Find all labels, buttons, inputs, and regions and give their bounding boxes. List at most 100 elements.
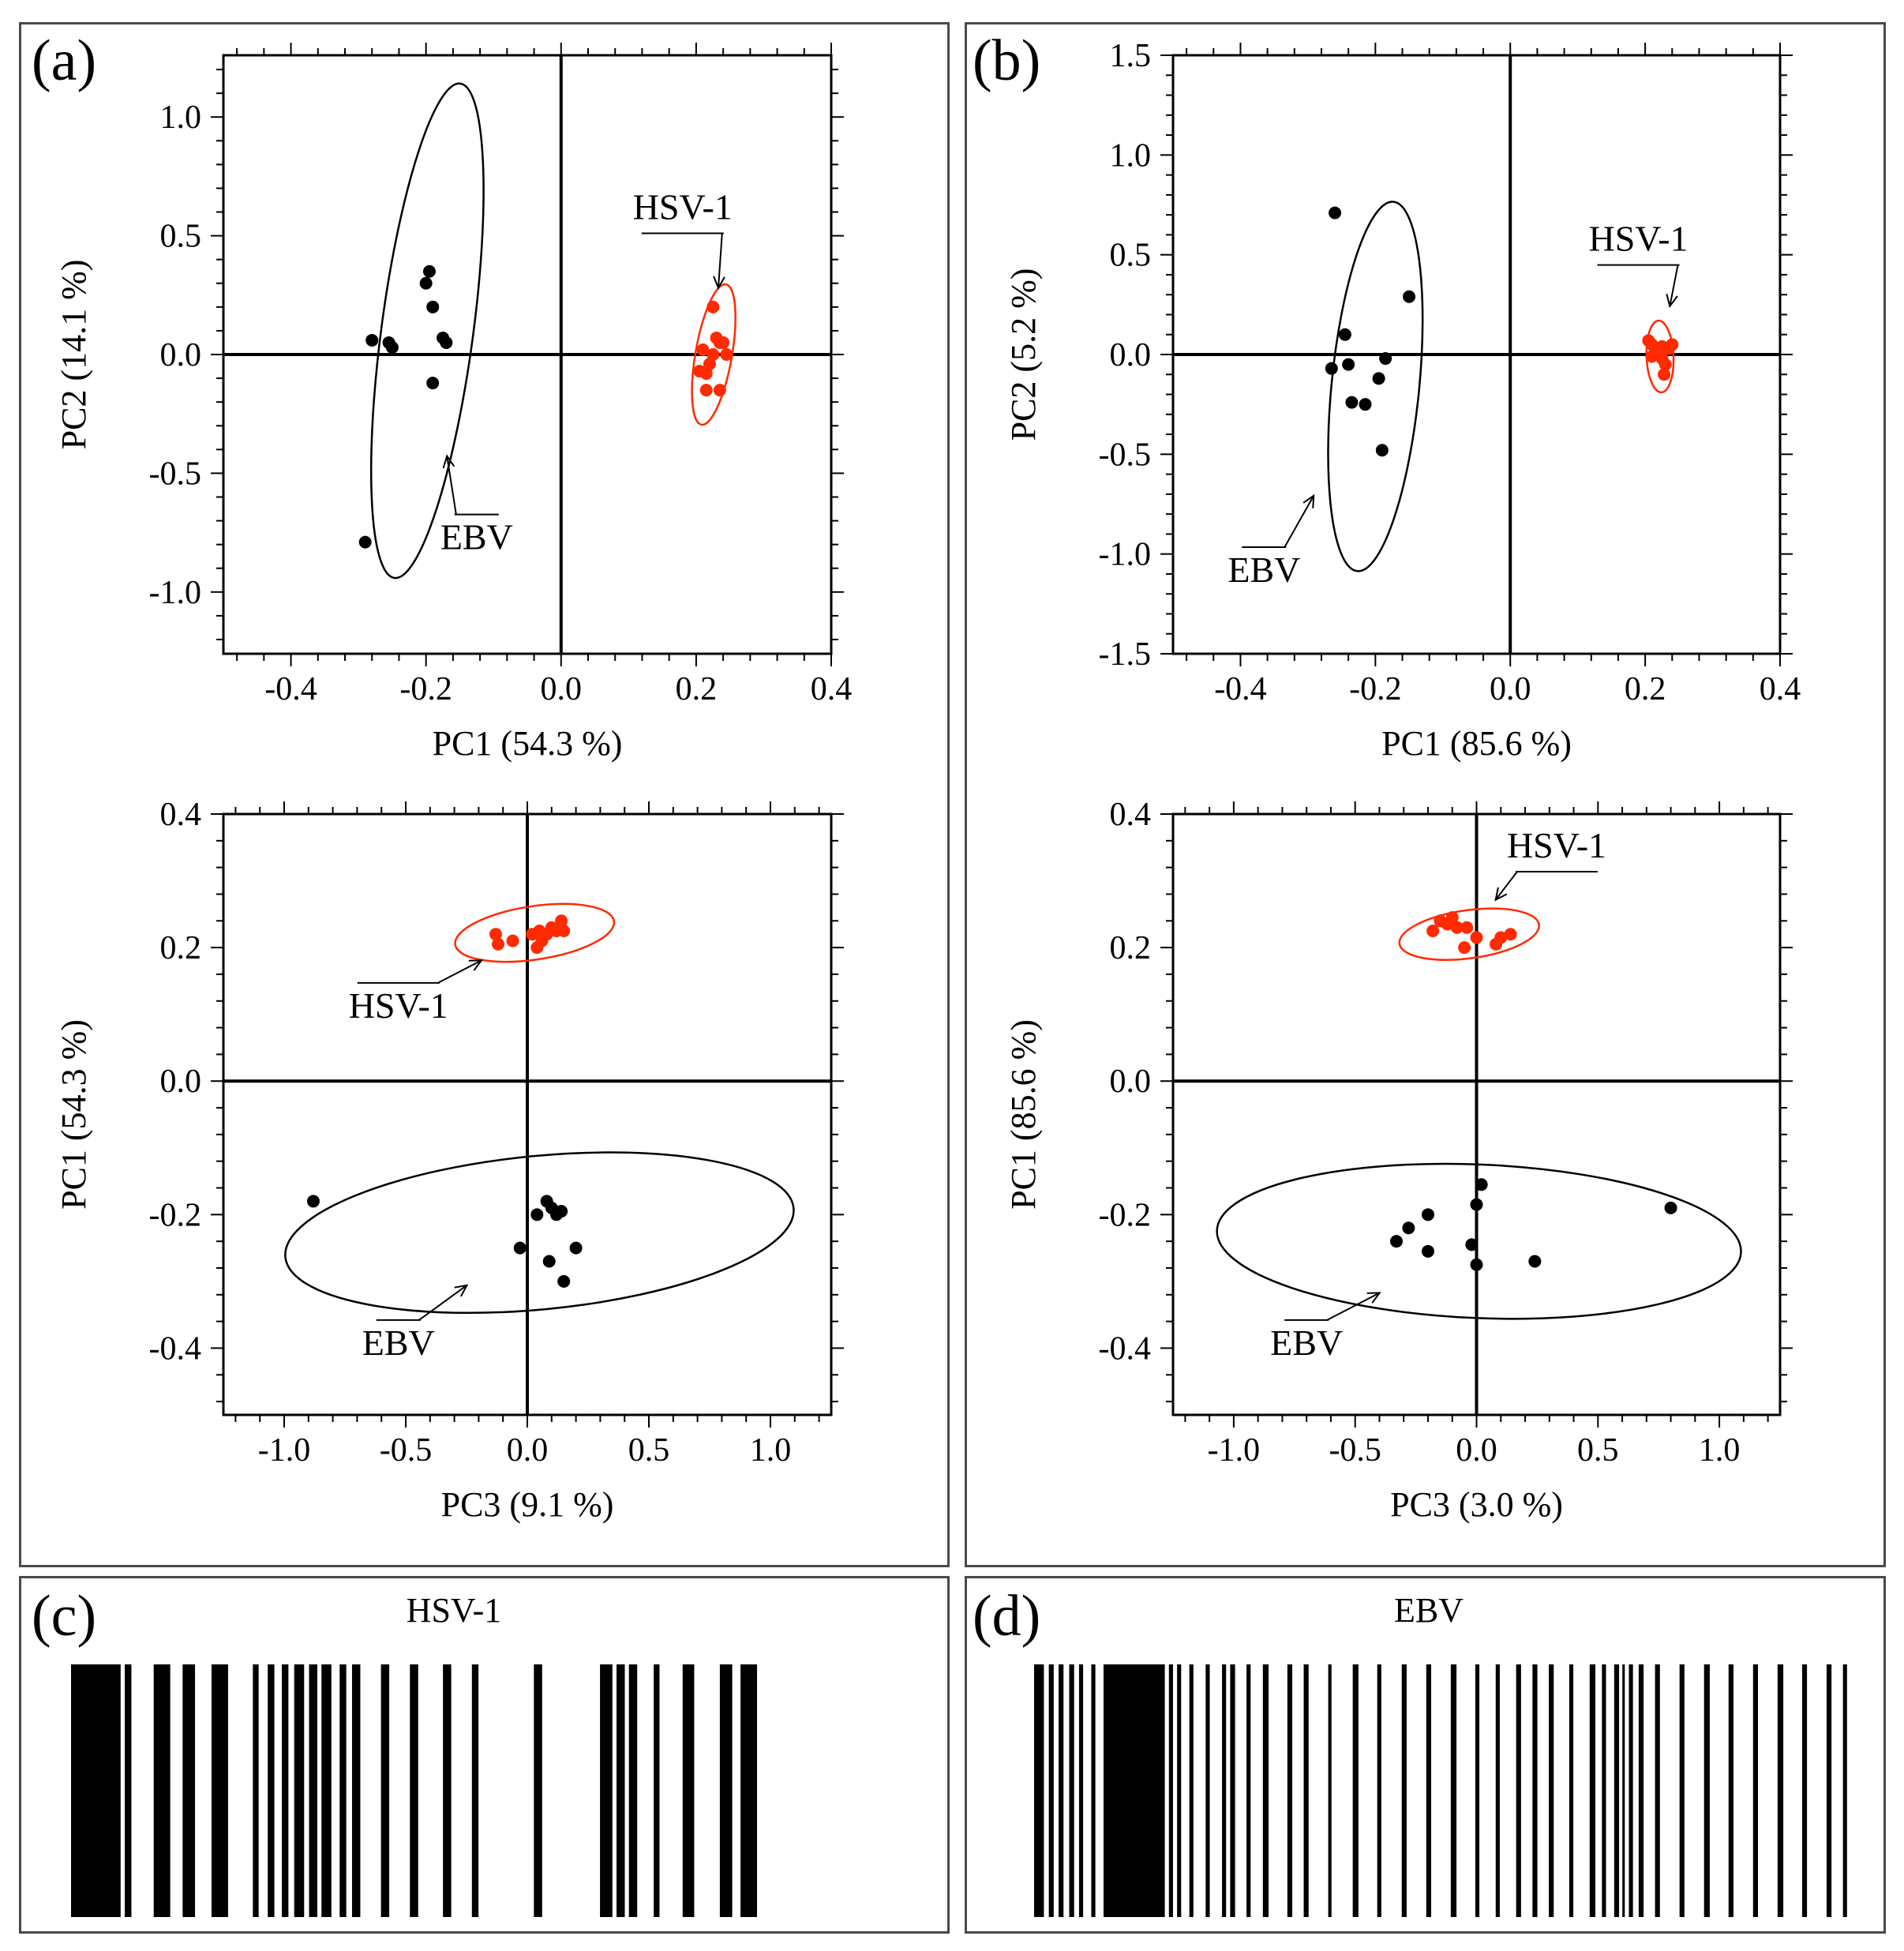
barcode-bar xyxy=(1450,1664,1457,1917)
confidence-ellipse-ebv xyxy=(1327,201,1424,572)
point-ebv xyxy=(1325,362,1338,375)
barcode-bar xyxy=(1205,1664,1210,1917)
point-ebv xyxy=(1345,396,1359,409)
barcode-bar xyxy=(1059,1664,1064,1917)
point-ebv xyxy=(1375,444,1389,457)
barcode-bar xyxy=(1475,1664,1480,1917)
y-tick-label: 0.2 xyxy=(1110,930,1152,966)
barcode-bar xyxy=(719,1664,733,1917)
point-hsv-1 xyxy=(557,924,571,937)
annotation-arrowhead xyxy=(454,1284,469,1297)
barcode-bar xyxy=(1549,1664,1554,1917)
x-tick-label: 0.0 xyxy=(541,671,583,707)
barcode-bar xyxy=(1287,1664,1293,1917)
point-hsv-1 xyxy=(535,934,549,947)
barcode-bar xyxy=(1377,1664,1381,1917)
barcode-bar xyxy=(1703,1664,1710,1917)
x-tick-label: 0.0 xyxy=(507,1432,549,1469)
x-tick-label: -0.4 xyxy=(1214,671,1267,707)
y-tick-label: -1.0 xyxy=(1099,537,1152,573)
barcode-bar xyxy=(1078,1664,1084,1917)
x-tick-label: -0.4 xyxy=(264,671,317,707)
x-tick-label: 0.0 xyxy=(1456,1432,1497,1469)
barcode-bar xyxy=(281,1664,289,1917)
barcode-bar xyxy=(443,1664,452,1917)
point-ebv xyxy=(1389,1235,1403,1248)
point-hsv-1 xyxy=(1445,911,1459,925)
barcode-bar xyxy=(1826,1664,1832,1917)
point-ebv xyxy=(557,1274,571,1288)
confidence-ellipse-ebv xyxy=(284,1151,795,1315)
barcode-bar xyxy=(1842,1664,1847,1917)
point-ebv xyxy=(365,333,379,347)
barcode-bar xyxy=(1303,1664,1309,1917)
x-tick-label: 0.0 xyxy=(1490,671,1531,707)
barcode-bar xyxy=(1168,1664,1173,1917)
point-hsv-1 xyxy=(1426,924,1440,937)
point-hsv-1 xyxy=(1494,931,1508,944)
point-ebv xyxy=(569,1241,583,1255)
point-hsv-1 xyxy=(699,384,713,397)
point-hsv-1 xyxy=(1504,928,1517,941)
barcode-bar xyxy=(351,1664,361,1917)
barcode-bar xyxy=(211,1664,228,1917)
y-tick-label: 0.4 xyxy=(160,797,202,833)
y-tick-label: 0.0 xyxy=(160,337,202,373)
point-hsv-1 xyxy=(1450,921,1464,934)
point-hsv-1 xyxy=(696,343,710,356)
panel-c-label: (c) xyxy=(32,1584,97,1649)
point-ebv xyxy=(555,1205,568,1218)
point-hsv-1 xyxy=(1666,338,1679,351)
annotation-label: EBV xyxy=(1270,1323,1343,1363)
point-ebv xyxy=(1465,1238,1479,1251)
annotation-arrowhead xyxy=(1494,887,1508,902)
barcode-bar xyxy=(1495,1664,1500,1917)
x-tick-label: -0.2 xyxy=(1349,671,1402,707)
annotation-arrow xyxy=(1326,1292,1381,1321)
point-ebv xyxy=(1402,1221,1415,1235)
chart-a_bottom: -1.0 -0.5 0.0 0.5 1.0 -0.4 -0.2 0.0 0.2 0.4 PC3 (9… xyxy=(54,797,844,1524)
barcode-bar xyxy=(1614,1664,1620,1917)
point-ebv xyxy=(1338,328,1351,341)
point-ebv xyxy=(1528,1255,1542,1268)
point-hsv-1 xyxy=(1655,352,1669,366)
y-tick-label: 1.0 xyxy=(1110,137,1152,174)
barcode-bar xyxy=(740,1664,758,1917)
point-ebv xyxy=(1403,290,1416,303)
confidence-ellipse-hsv-1 xyxy=(454,902,616,963)
barcode-bar xyxy=(1069,1664,1074,1917)
y-tick-label: -0.5 xyxy=(149,456,202,492)
x-tick-label: 1.0 xyxy=(1699,1432,1741,1469)
barcode-bar xyxy=(1622,1664,1625,1917)
y-tick-label: -0.4 xyxy=(149,1330,202,1367)
annotation-arrowhead xyxy=(1366,1292,1381,1304)
annotation-label: HSV-1 xyxy=(1507,825,1606,865)
point-hsv-1 xyxy=(707,348,720,361)
chart-b_bottom: -1.0 -0.5 0.0 0.5 1.0 -0.4 -0.2 0.0 0.2 0.4 PC3 (3… xyxy=(1004,797,1793,1524)
point-ebv xyxy=(530,1208,544,1221)
point-hsv-1 xyxy=(1645,350,1659,363)
point-ebv xyxy=(1379,352,1392,366)
point-hsv-1 xyxy=(506,934,519,947)
point-ebv xyxy=(1470,1258,1483,1271)
barcode-bar xyxy=(1569,1664,1574,1917)
chart-c_barcode xyxy=(71,1664,758,1917)
panel-a-label: (a) xyxy=(32,28,97,93)
point-ebv xyxy=(1664,1201,1677,1214)
y-tick-label: -0.2 xyxy=(1099,1197,1152,1233)
point-ebv xyxy=(358,535,372,549)
point-ebv xyxy=(1359,398,1372,411)
point-hsv-1 xyxy=(707,300,720,313)
barcode-bar xyxy=(71,1664,121,1917)
annotation-label: HSV-1 xyxy=(633,187,733,227)
point-hsv-1 xyxy=(720,348,733,361)
point-ebv xyxy=(426,300,440,313)
x-tick-label: 1.0 xyxy=(750,1432,792,1469)
y-tick-label: 0.0 xyxy=(160,1064,202,1100)
barcode-bar xyxy=(1602,1664,1606,1917)
y-tick-label: 0.2 xyxy=(160,930,202,966)
barcode-bar xyxy=(1091,1664,1096,1917)
y-axis-label: PC1 (54.3 %) xyxy=(54,1019,93,1210)
barcode-bar xyxy=(1401,1664,1407,1917)
barcode-bar xyxy=(628,1664,638,1917)
